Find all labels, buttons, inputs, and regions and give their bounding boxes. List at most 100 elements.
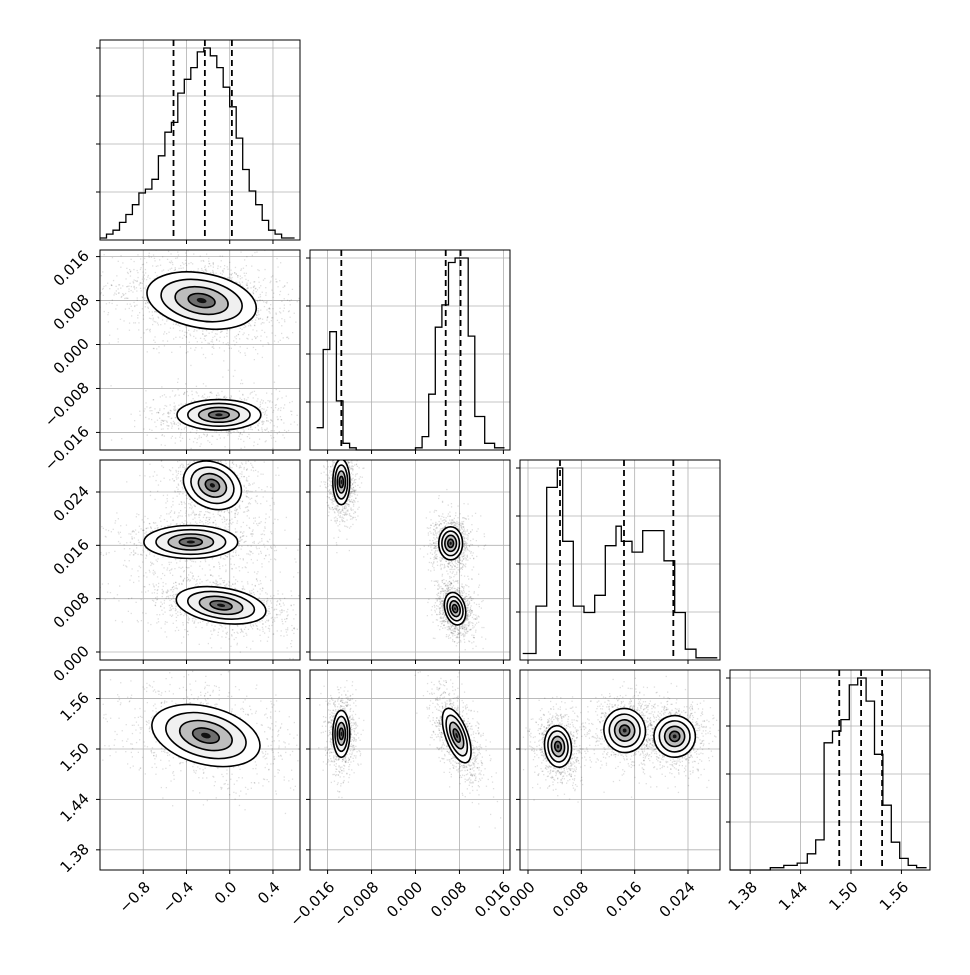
sample-point [137,315,138,316]
sample-point [164,612,165,613]
sample-point [190,348,191,349]
sample-point [245,507,246,508]
sample-point [168,332,169,333]
sample-point [254,543,255,544]
sample-point [109,343,110,344]
sample-point [196,442,197,443]
sample-point [206,580,207,581]
sample-point [179,326,180,327]
sample-point [182,456,183,457]
sample-point [154,260,155,261]
sample-point [237,514,238,515]
sample-point [258,314,259,315]
sample-point [193,561,194,562]
sample-point [294,558,295,559]
sample-point [249,483,250,484]
sample-point [151,419,152,420]
sample-point [271,317,272,318]
sample-point [168,251,169,252]
sample-point [264,332,265,333]
sample-point [241,581,242,582]
sample-point [201,342,202,343]
sample-point [256,496,257,497]
sample-point [111,439,112,440]
sample-point [222,454,223,455]
sample-point [281,630,282,631]
sample-point [221,578,222,579]
sample-point [239,505,240,506]
sample-point [156,475,157,476]
sample-point [207,511,208,512]
sample-point [161,425,162,426]
sample-point [169,600,170,601]
sample-point [149,570,150,571]
sample-point [173,480,174,481]
sample-point [178,378,179,379]
sample-point [136,513,137,514]
sample-point [195,619,196,620]
sample-point [180,568,181,569]
sample-point [196,386,197,387]
sample-point [172,474,173,475]
sample-point [292,289,293,290]
sample-point [305,335,306,336]
sample-point [153,564,154,565]
sample-point [242,536,243,537]
sample-point [129,308,130,309]
sample-point [147,622,148,623]
sample-point [171,568,172,569]
sample-point [255,427,256,428]
sample-point [193,511,194,512]
sample-point [105,285,106,286]
sample-point [252,339,253,340]
sample-point [290,304,291,305]
sample-point [195,347,196,348]
sample-point [237,275,238,276]
sample-point [221,462,222,463]
sample-point [224,512,225,513]
sample-point [178,630,179,631]
sample-point [129,554,130,555]
sample-point [225,627,226,628]
sample-point [116,512,117,513]
sample-point [169,610,170,611]
sample-point [129,323,130,324]
sample-point [241,462,242,463]
sample-point [145,306,146,307]
sample-point [177,496,178,497]
sample-point [230,431,231,432]
sample-point [272,448,273,449]
sample-point [205,453,206,454]
y-tick-label: 0.024 [50,482,93,525]
sample-point [243,476,244,477]
sample-point [282,623,283,624]
sample-point [170,422,171,423]
sample-point [253,382,254,383]
sample-point [188,263,189,264]
sample-point [167,567,168,568]
sample-point [210,265,211,266]
sample-point [207,440,208,441]
sample-point [120,532,121,533]
sample-point [270,547,271,548]
sample-point [193,398,194,399]
sample-point [197,579,198,580]
sample-point [224,446,225,447]
sample-point [225,565,226,566]
sample-point [215,580,216,581]
sample-point [229,397,230,398]
sample-point [210,575,211,576]
sample-point [192,577,193,578]
sample-point [175,559,176,560]
sample-point [182,483,183,484]
sample-point [249,527,250,528]
sample-point [251,266,252,267]
sample-point [218,265,219,266]
sample-point [261,540,262,541]
sample-point [111,531,112,532]
sample-point [269,311,270,312]
sample-point [153,600,154,601]
sample-point [225,570,226,571]
sample-point [188,330,189,331]
sample-point [95,328,96,329]
